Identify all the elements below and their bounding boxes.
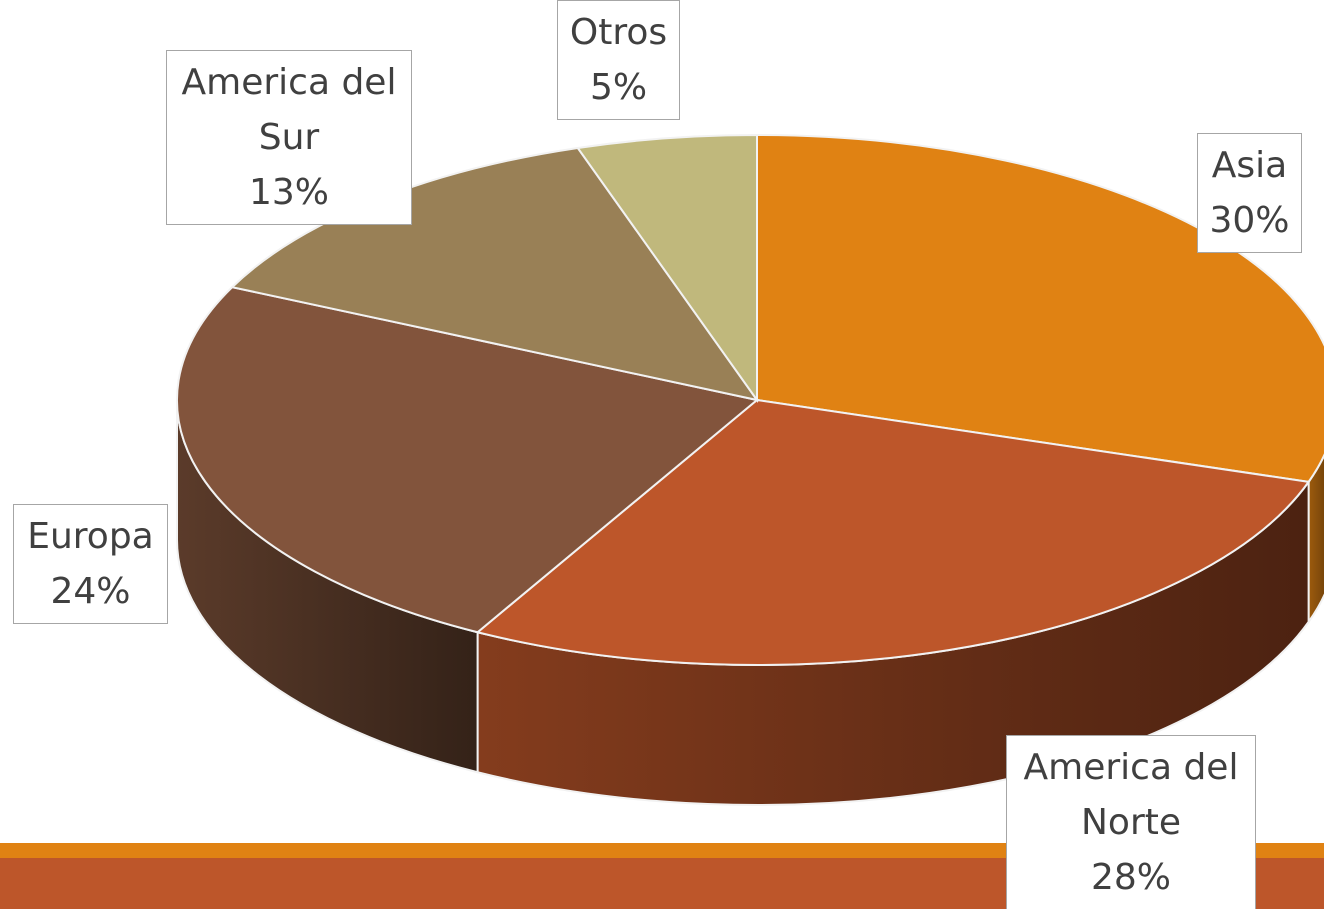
category-name: Europa: [27, 516, 154, 557]
value-label: 5%: [589, 67, 648, 108]
data-label: Asia 30%: [1197, 133, 1302, 253]
category-name: America del Norte: [1023, 747, 1239, 843]
value-label: 13%: [248, 172, 329, 213]
slice: [576, 133, 758, 404]
slice: [475, 398, 1311, 666]
slice: [176, 286, 760, 634]
value-label: 24%: [50, 571, 131, 612]
value-label: 28%: [1090, 857, 1171, 898]
value-label: 30%: [1209, 200, 1290, 241]
data-label: Europa 24%: [13, 504, 168, 624]
data-label: America del Sur 13%: [166, 50, 412, 225]
category-name: Asia: [1211, 145, 1288, 186]
category-name: America del Sur: [181, 62, 397, 158]
data-label: Otros 5%: [557, 0, 680, 120]
accent-band: [0, 843, 1324, 858]
category-name: Otros: [569, 12, 668, 53]
data-label: America del Norte 28%: [1006, 735, 1256, 909]
